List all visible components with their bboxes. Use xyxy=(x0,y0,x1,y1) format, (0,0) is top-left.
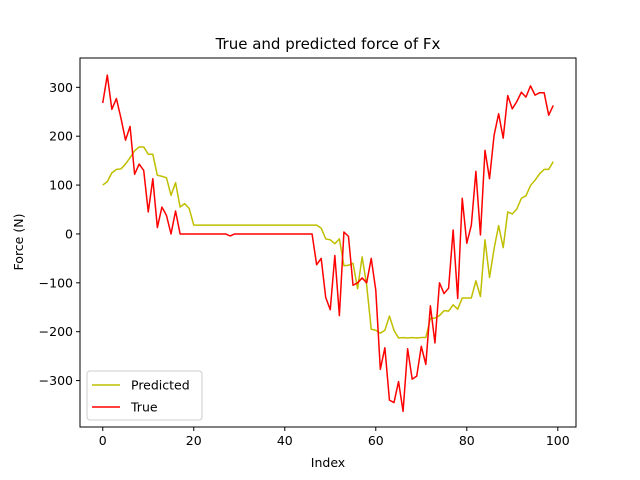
y-tick-label: −100 xyxy=(39,275,73,290)
x-axis-label: Index xyxy=(311,455,345,470)
x-tick-label: 100 xyxy=(546,433,570,448)
x-tick-label: 20 xyxy=(186,433,202,448)
chart-title: True and predicted force of Fx xyxy=(215,35,441,53)
axes-frame xyxy=(79,57,577,428)
y-tick-label: 0 xyxy=(65,226,73,241)
legend-label-true: True xyxy=(130,400,158,415)
y-tick-label: −300 xyxy=(39,373,73,388)
plot-area xyxy=(102,74,554,413)
y-axis: −300 −200 −100 0 100 200 300 xyxy=(39,80,80,388)
x-tick-label: 60 xyxy=(368,433,384,448)
legend: Predicted True xyxy=(86,370,203,421)
series-line-predicted xyxy=(102,146,554,339)
y-tick-label: 200 xyxy=(49,129,73,144)
x-tick-label: 40 xyxy=(277,433,293,448)
y-tick-label: 300 xyxy=(49,80,73,95)
x-axis: 0 20 40 60 80 100 xyxy=(99,427,570,448)
x-tick-label: 80 xyxy=(459,433,475,448)
y-tick-label: −200 xyxy=(39,324,73,339)
legend-label-predicted: Predicted xyxy=(131,378,190,393)
x-tick-label: 0 xyxy=(99,433,107,448)
y-axis-label: Force (N) xyxy=(11,214,26,271)
y-tick-label: 100 xyxy=(49,178,73,193)
series-line-true xyxy=(102,74,554,413)
